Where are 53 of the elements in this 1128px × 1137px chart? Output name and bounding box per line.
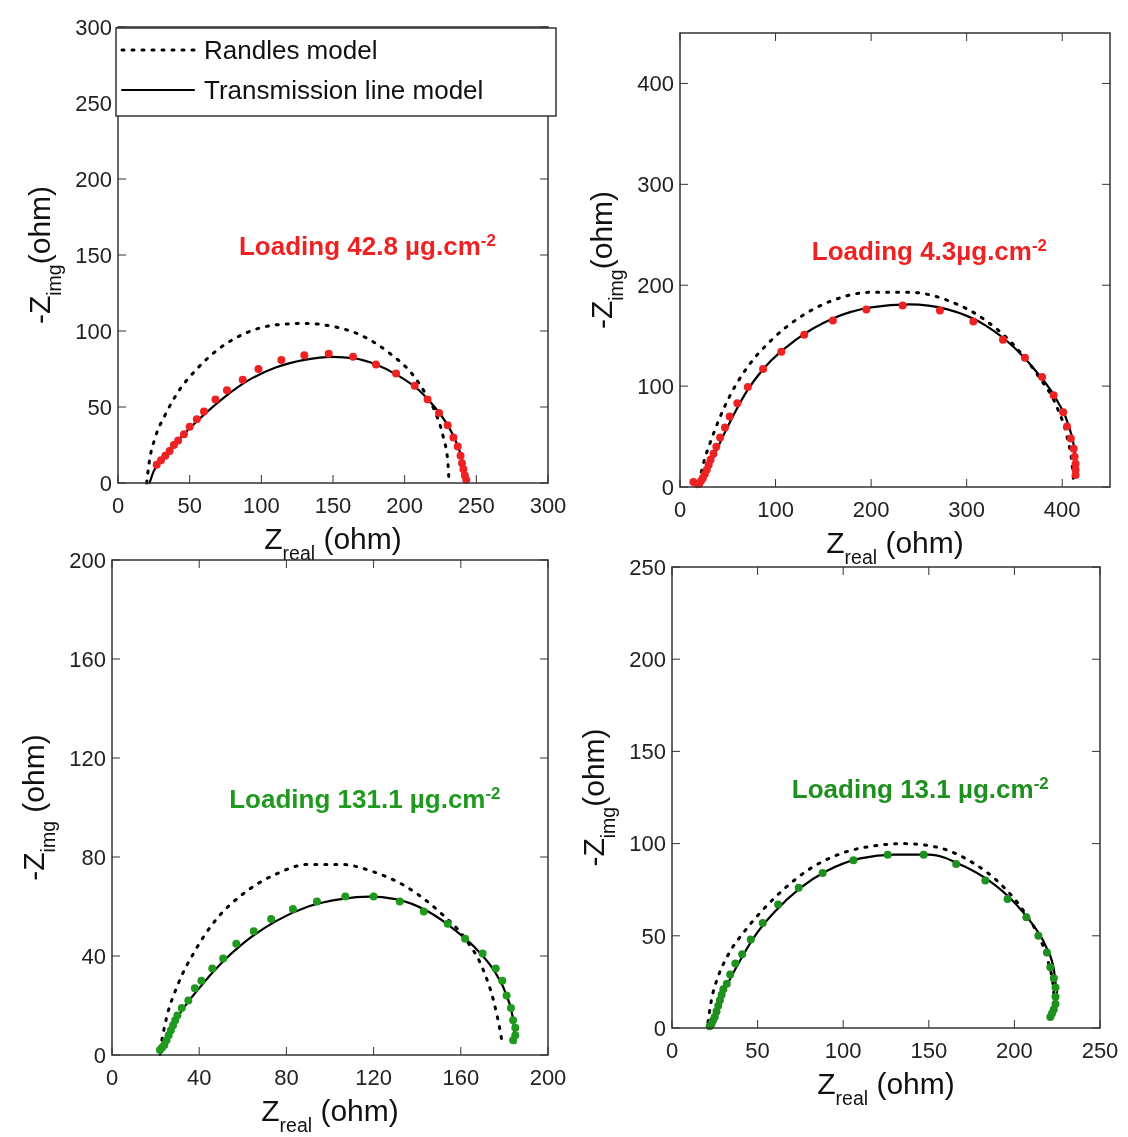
x-tick-label: 40 <box>186 1065 212 1090</box>
x-tick-label: 160 <box>442 1065 480 1090</box>
y-tick-label: 400 <box>637 71 674 97</box>
legend-label: Transmission line model <box>204 75 484 106</box>
x-tick-label: 200 <box>386 493 424 518</box>
x-tick-label: 50 <box>177 493 202 518</box>
x-tick-label: 50 <box>745 1038 770 1063</box>
y-tick-label: 100 <box>637 373 674 399</box>
y-tick-label: 160 <box>69 646 106 672</box>
y-tick-label: 0 <box>661 474 674 500</box>
y-tick-label: 250 <box>75 90 112 116</box>
x-tick-label: 120 <box>355 1065 392 1090</box>
x-tick-label: 80 <box>274 1065 299 1090</box>
legend-label: Randles model <box>204 35 378 66</box>
x-tick-label: 150 <box>910 1038 948 1063</box>
y-tick-label: 0 <box>99 470 112 496</box>
x-tick-label: 150 <box>314 493 352 518</box>
y-tick-label: 150 <box>75 242 112 268</box>
y-tick-label: 40 <box>81 943 106 969</box>
x-tick-label: 100 <box>824 1038 862 1063</box>
x-tick-label: 300 <box>529 493 567 518</box>
x-tick-label: 200 <box>996 1038 1033 1063</box>
y-tick-label: 200 <box>629 646 666 672</box>
x-tick-label: 400 <box>1043 497 1081 522</box>
y-tick-label: 0 <box>653 1015 666 1041</box>
y-tick-label: 200 <box>637 272 674 298</box>
y-tick-label: 100 <box>629 831 666 857</box>
x-tick-label: 250 <box>1081 1038 1119 1063</box>
x-tick-label: 200 <box>852 497 890 522</box>
x-tick-label: 100 <box>757 497 794 522</box>
annotation: Loading 13.1 µg.cm$^{-2}$ <box>791 773 1049 804</box>
y-tick-label: 200 <box>69 547 106 573</box>
x-axis-title: Z$_{real}$ (ohm) <box>264 522 402 564</box>
y-tick-label: 250 <box>629 554 666 580</box>
y-tick-label: 120 <box>69 745 106 771</box>
x-tick-label: 300 <box>948 497 986 522</box>
x-axis-title: Z$_{real}$ (ohm) <box>817 1067 955 1109</box>
x-axis-title: Z$_{real}$ (ohm) <box>826 526 964 568</box>
y-tick-label: 150 <box>629 739 666 765</box>
y-tick-label: 50 <box>641 923 666 949</box>
x-tick-label: 100 <box>242 493 280 518</box>
y-tick-label: 300 <box>75 14 112 40</box>
y-tick-label: 50 <box>87 394 112 420</box>
y-tick-label: 300 <box>637 172 674 198</box>
y-tick-label: 80 <box>81 844 106 870</box>
annotation: Loading 4.3µg.cm$^{-2}$ <box>811 235 1047 266</box>
annotation: Loading 42.8 µg.cm$^{-2}$ <box>238 230 496 261</box>
x-tick-label: 250 <box>457 493 495 518</box>
y-tick-label: 100 <box>75 318 112 344</box>
x-axis-title: Z$_{real}$ (ohm) <box>261 1094 399 1136</box>
annotation: Loading 131.1 µg.cm$^{-2}$ <box>229 783 501 814</box>
y-tick-label: 200 <box>75 166 112 192</box>
x-tick-label: 200 <box>529 1065 567 1090</box>
